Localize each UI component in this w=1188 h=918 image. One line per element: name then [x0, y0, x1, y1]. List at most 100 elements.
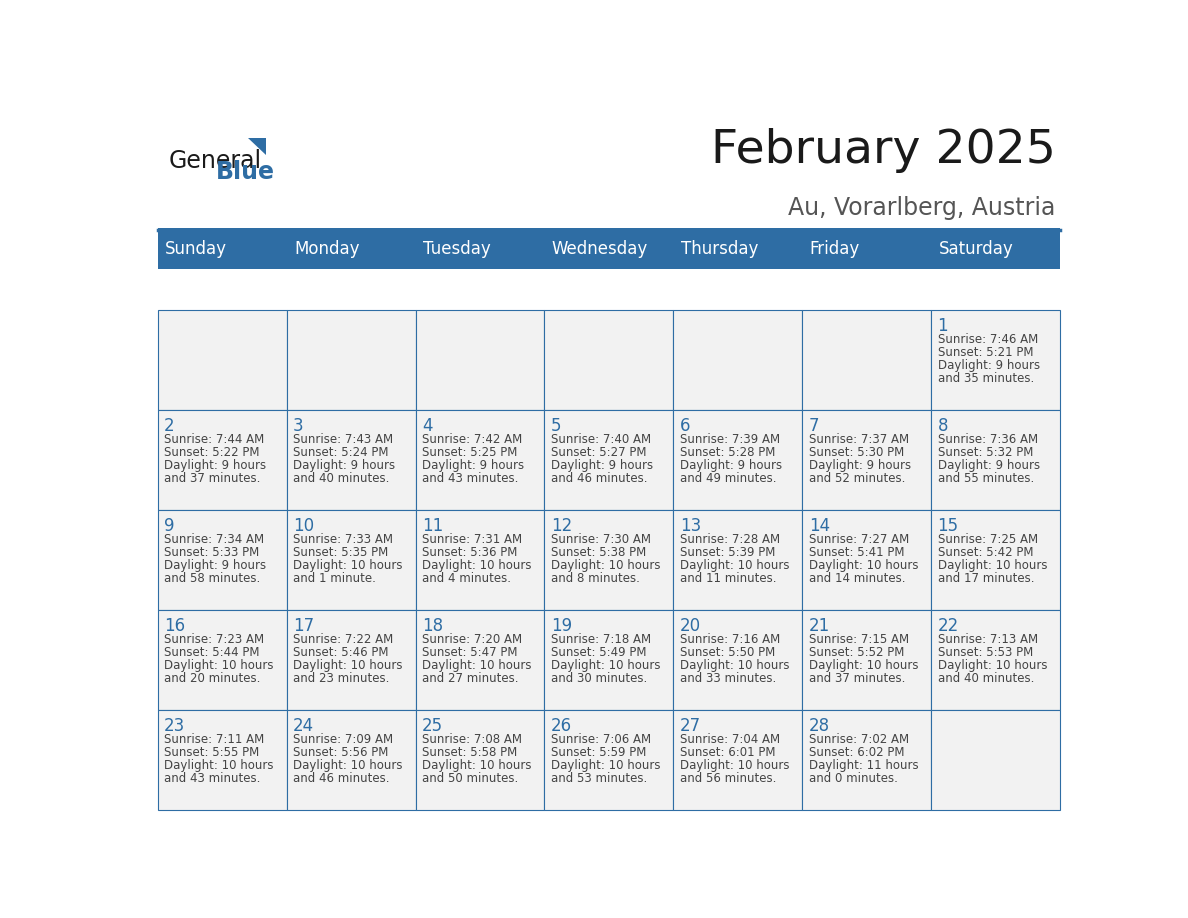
- Text: Daylight: 10 hours: Daylight: 10 hours: [164, 759, 273, 772]
- Bar: [286, 710, 416, 810]
- Text: Sunset: 5:50 PM: Sunset: 5:50 PM: [680, 645, 775, 659]
- Text: Sunrise: 7:44 AM: Sunrise: 7:44 AM: [164, 432, 265, 446]
- Text: and 43 minutes.: and 43 minutes.: [422, 472, 518, 485]
- Text: Sunrise: 7:08 AM: Sunrise: 7:08 AM: [422, 733, 522, 745]
- Text: Sunset: 5:36 PM: Sunset: 5:36 PM: [422, 546, 517, 559]
- Text: 13: 13: [680, 517, 701, 535]
- Text: Daylight: 9 hours: Daylight: 9 hours: [293, 459, 396, 472]
- Text: Sunrise: 7:31 AM: Sunrise: 7:31 AM: [422, 532, 522, 545]
- Text: Daylight: 9 hours: Daylight: 9 hours: [164, 459, 266, 472]
- Bar: [286, 310, 416, 410]
- Text: Sunset: 5:41 PM: Sunset: 5:41 PM: [809, 546, 904, 559]
- Text: 19: 19: [551, 617, 571, 635]
- Text: and 17 minutes.: and 17 minutes.: [937, 572, 1034, 585]
- Bar: [931, 229, 1060, 269]
- Text: Daylight: 10 hours: Daylight: 10 hours: [422, 759, 531, 772]
- Text: 8: 8: [937, 417, 948, 435]
- Bar: [158, 710, 286, 810]
- Text: Sunset: 5:38 PM: Sunset: 5:38 PM: [551, 546, 646, 559]
- Text: Sunrise: 7:13 AM: Sunrise: 7:13 AM: [937, 633, 1037, 645]
- Bar: [416, 610, 544, 710]
- Text: Daylight: 10 hours: Daylight: 10 hours: [293, 759, 403, 772]
- Text: Sunrise: 7:04 AM: Sunrise: 7:04 AM: [680, 733, 779, 745]
- Bar: [416, 710, 544, 810]
- Text: Daylight: 10 hours: Daylight: 10 hours: [680, 659, 789, 672]
- Text: Daylight: 10 hours: Daylight: 10 hours: [164, 659, 273, 672]
- Text: and 35 minutes.: and 35 minutes.: [937, 372, 1034, 385]
- Text: 9: 9: [164, 517, 175, 535]
- Text: 11: 11: [422, 517, 443, 535]
- Text: 16: 16: [164, 617, 185, 635]
- Text: 10: 10: [293, 517, 314, 535]
- Text: 14: 14: [809, 517, 829, 535]
- Text: 2: 2: [164, 417, 175, 435]
- Text: Daylight: 9 hours: Daylight: 9 hours: [680, 459, 782, 472]
- Text: 25: 25: [422, 717, 443, 735]
- Bar: [802, 610, 931, 710]
- Text: 6: 6: [680, 417, 690, 435]
- Text: and 11 minutes.: and 11 minutes.: [680, 572, 776, 585]
- Text: 26: 26: [551, 717, 571, 735]
- Text: Sunset: 5:46 PM: Sunset: 5:46 PM: [293, 645, 388, 659]
- Text: Daylight: 10 hours: Daylight: 10 hours: [551, 759, 661, 772]
- Text: Sunrise: 7:18 AM: Sunrise: 7:18 AM: [551, 633, 651, 645]
- Text: and 49 minutes.: and 49 minutes.: [680, 472, 776, 485]
- Text: Daylight: 10 hours: Daylight: 10 hours: [551, 559, 661, 572]
- Text: Daylight: 10 hours: Daylight: 10 hours: [809, 659, 918, 672]
- Text: Sunset: 5:21 PM: Sunset: 5:21 PM: [937, 346, 1034, 359]
- Text: Sunrise: 7:09 AM: Sunrise: 7:09 AM: [293, 733, 393, 745]
- Text: Sunrise: 7:22 AM: Sunrise: 7:22 AM: [293, 633, 393, 645]
- Text: 18: 18: [422, 617, 443, 635]
- Text: Sunset: 6:01 PM: Sunset: 6:01 PM: [680, 745, 776, 758]
- Text: and 40 minutes.: and 40 minutes.: [293, 472, 390, 485]
- Text: Daylight: 10 hours: Daylight: 10 hours: [293, 559, 403, 572]
- Text: Sunset: 5:59 PM: Sunset: 5:59 PM: [551, 745, 646, 758]
- Text: and 14 minutes.: and 14 minutes.: [809, 572, 905, 585]
- Text: Sunset: 5:49 PM: Sunset: 5:49 PM: [551, 645, 646, 659]
- Text: Sunset: 5:53 PM: Sunset: 5:53 PM: [937, 645, 1032, 659]
- Text: Daylight: 10 hours: Daylight: 10 hours: [422, 659, 531, 672]
- Text: Sunset: 5:56 PM: Sunset: 5:56 PM: [293, 745, 388, 758]
- Text: Sunrise: 7:23 AM: Sunrise: 7:23 AM: [164, 633, 264, 645]
- Bar: [931, 710, 1060, 810]
- Text: Sunday: Sunday: [165, 240, 227, 258]
- Text: and 27 minutes.: and 27 minutes.: [422, 672, 518, 685]
- Text: Sunrise: 7:27 AM: Sunrise: 7:27 AM: [809, 532, 909, 545]
- Text: Sunrise: 7:39 AM: Sunrise: 7:39 AM: [680, 432, 779, 446]
- Text: Sunrise: 7:34 AM: Sunrise: 7:34 AM: [164, 532, 264, 545]
- Text: 28: 28: [809, 717, 829, 735]
- Text: 21: 21: [809, 617, 830, 635]
- Text: and 20 minutes.: and 20 minutes.: [164, 672, 260, 685]
- Bar: [158, 310, 286, 410]
- Text: Daylight: 9 hours: Daylight: 9 hours: [937, 459, 1040, 472]
- Text: Sunrise: 7:46 AM: Sunrise: 7:46 AM: [937, 333, 1038, 346]
- Text: and 1 minute.: and 1 minute.: [293, 572, 375, 585]
- Bar: [802, 410, 931, 510]
- Text: Sunrise: 7:15 AM: Sunrise: 7:15 AM: [809, 633, 909, 645]
- Text: and 52 minutes.: and 52 minutes.: [809, 472, 905, 485]
- Text: Sunset: 5:52 PM: Sunset: 5:52 PM: [809, 645, 904, 659]
- Text: 7: 7: [809, 417, 820, 435]
- Bar: [674, 310, 802, 410]
- Text: Monday: Monday: [293, 240, 360, 258]
- Text: Sunset: 5:44 PM: Sunset: 5:44 PM: [164, 645, 260, 659]
- Bar: [158, 610, 286, 710]
- Text: and 30 minutes.: and 30 minutes.: [551, 672, 647, 685]
- Bar: [674, 229, 802, 269]
- Text: Wednesday: Wednesday: [551, 240, 647, 258]
- Text: Daylight: 10 hours: Daylight: 10 hours: [680, 759, 789, 772]
- Bar: [674, 410, 802, 510]
- Bar: [544, 310, 674, 410]
- Bar: [416, 229, 544, 269]
- Text: Sunrise: 7:40 AM: Sunrise: 7:40 AM: [551, 432, 651, 446]
- Bar: [931, 310, 1060, 410]
- Text: Daylight: 10 hours: Daylight: 10 hours: [422, 559, 531, 572]
- Bar: [416, 310, 544, 410]
- Text: and 37 minutes.: and 37 minutes.: [809, 672, 905, 685]
- Bar: [286, 229, 416, 269]
- Text: Sunrise: 7:16 AM: Sunrise: 7:16 AM: [680, 633, 781, 645]
- Text: Sunrise: 7:30 AM: Sunrise: 7:30 AM: [551, 532, 651, 545]
- Text: Friday: Friday: [809, 240, 860, 258]
- Text: Sunset: 5:28 PM: Sunset: 5:28 PM: [680, 446, 775, 459]
- Text: Daylight: 10 hours: Daylight: 10 hours: [293, 659, 403, 672]
